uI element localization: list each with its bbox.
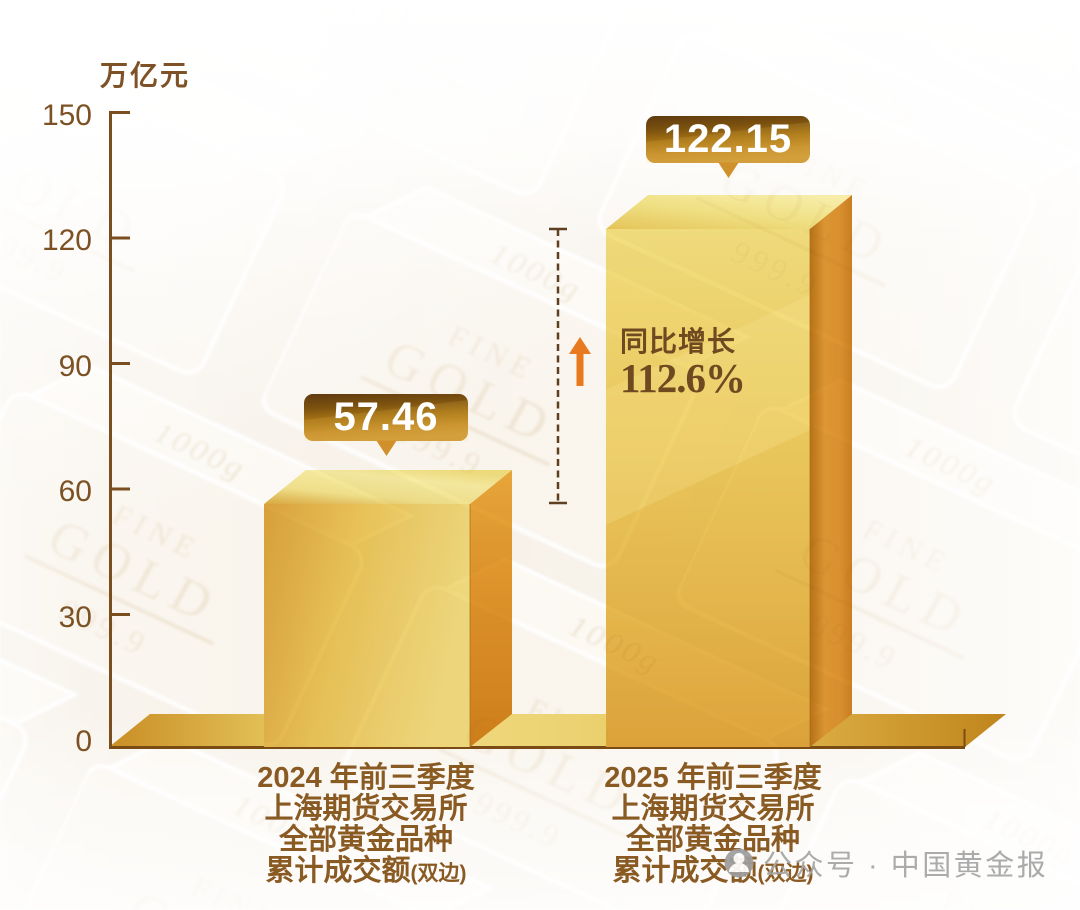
growth-annotation-value: 112.6% (620, 355, 746, 401)
y-axis (109, 111, 130, 747)
watermark: 公众号 · 中国黄金报 (724, 847, 1048, 882)
floor-surface (109, 714, 1006, 747)
arrow-head (569, 337, 591, 354)
value-badge-2025 (646, 116, 810, 178)
watermark-icon-head (733, 853, 745, 864)
category-2024-line4: 累计成交额(双边) (206, 856, 526, 889)
category-2024-line2: 上海期货交易所 (264, 793, 468, 825)
watermark-text: 公众号 · 中国黄金报 (763, 850, 1049, 882)
y-tick-label-90: 90 (58, 350, 92, 383)
growth-indicator (549, 227, 591, 505)
category-label-2024: 2024 年前三季度 上海期货交易所 全部黄金品种 累计成交额(双边) (206, 763, 526, 889)
badge-2025-pointer (718, 162, 739, 178)
badge-2024-box (304, 394, 468, 441)
bar-2025-texture-fill (606, 195, 852, 747)
value-label-2025: 122.15 (663, 117, 793, 161)
y-axis-unit-label: 万亿元 (100, 60, 191, 91)
bar-2025-texture (606, 195, 852, 747)
y-tick-label-0: 0 (75, 725, 92, 758)
category-2025-suffix: (双边) (757, 862, 814, 885)
category-2024-line3: 全部黄金品种 (278, 824, 453, 856)
category-2024-line1: 2024 年前三季度 (257, 762, 475, 794)
y-tick-label-60: 60 (58, 475, 92, 508)
badge-2025-box (646, 116, 810, 163)
category-2025-line1: 2025 年前三季度 (604, 762, 822, 794)
watermark-icon-body (729, 863, 749, 872)
floor-platform (109, 714, 1006, 749)
y-tick-label-120: 120 (41, 224, 92, 257)
bar-2024 (264, 470, 512, 747)
y-tick-label-150: 150 (41, 99, 92, 132)
value-label-2024: 57.46 (333, 395, 439, 439)
bar-2025 (606, 195, 852, 747)
category-2025-line3: 全部黄金品种 (625, 824, 800, 856)
category-2024-line4-main: 累计成交额 (265, 855, 411, 887)
badge-sheen (304, 400, 468, 441)
growth-range-lines (549, 227, 567, 505)
value-badge-2024 (304, 394, 468, 456)
bar-2024-texture-fill (264, 470, 512, 747)
watermark-logo-icon (724, 848, 754, 878)
growth-annotation-title: 同比增长 (620, 326, 737, 357)
category-2025-line2: 上海期货交易所 (611, 793, 815, 825)
growth-annotation: 同比增长 112.6% (620, 325, 746, 401)
badge-sheen (646, 122, 810, 163)
up-arrow-icon (569, 337, 591, 386)
arrow-shaft (576, 353, 584, 386)
category-label-2025: 2025 年前三季度 上海期货交易所 全部黄金品种 累计成交额(双边) (553, 763, 873, 889)
bar-2024-texture (264, 470, 512, 747)
category-2024-suffix: (双边) (410, 862, 467, 885)
badge-2024-pointer (376, 440, 397, 456)
y-tick-label-30: 30 (58, 601, 92, 634)
